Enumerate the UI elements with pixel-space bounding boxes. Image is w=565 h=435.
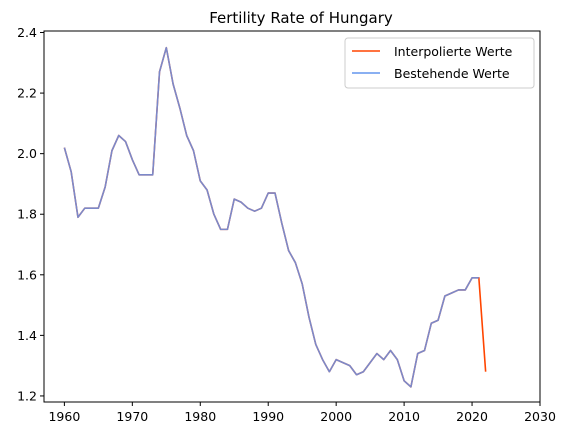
x-tick-label: 2010 [388, 409, 420, 424]
x-tick-label: 1980 [184, 409, 216, 424]
legend-box [344, 37, 535, 89]
y-tick-label: 1.8 [17, 207, 37, 222]
y-tick-label: 2.0 [17, 146, 37, 161]
series-line-0 [63, 46, 487, 388]
y-tick-label: 2.4 [17, 25, 37, 40]
series-line-1 [63, 46, 479, 388]
x-tick-label: 1960 [48, 409, 80, 424]
x-tick-label: 2030 [524, 409, 556, 424]
legend-label-interpolated: Interpolierte Werte [394, 44, 513, 59]
series-layer [63, 46, 487, 388]
y-tick-label: 1.2 [17, 388, 37, 403]
axis-ticks: 1960 1970 1980 1990 2000 2010 2020 2030 1.2 1.4 1.… [17, 25, 556, 424]
legend-label-existing: Bestehende Werte [394, 66, 510, 81]
y-tick-label: 1.6 [17, 267, 37, 282]
legend: Interpolierte Werte Bestehende Werte [344, 37, 535, 89]
x-tick-label: 2020 [456, 409, 488, 424]
y-tick-label: 2.2 [17, 86, 37, 101]
x-tick-label: 1990 [252, 409, 284, 424]
plot-frame [43, 30, 541, 403]
y-tick-label: 1.4 [17, 328, 37, 343]
x-tick-label: 1970 [116, 409, 148, 424]
x-tick-label: 2000 [320, 409, 352, 424]
chart-title: Fertility Rate of Hungary [209, 9, 393, 27]
